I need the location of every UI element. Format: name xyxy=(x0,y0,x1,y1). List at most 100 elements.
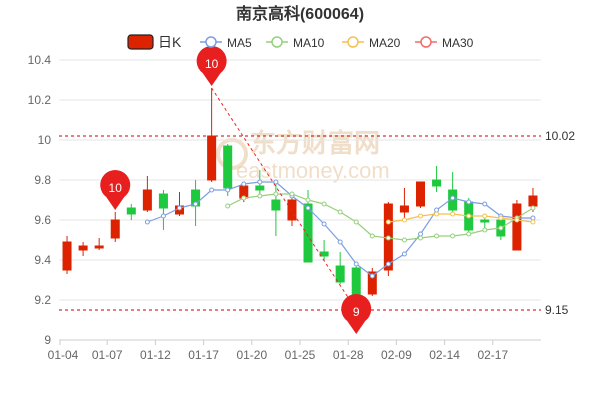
x-tick-label: 01-04 xyxy=(48,348,79,362)
candle xyxy=(110,212,120,242)
legend-label: MA10 xyxy=(293,36,325,50)
ma-point xyxy=(401,237,407,243)
x-tick-label: 01-07 xyxy=(92,348,123,362)
moving-average-lines xyxy=(144,179,536,279)
ma-point xyxy=(482,227,488,233)
candle xyxy=(142,176,152,212)
ma-point xyxy=(401,251,407,257)
x-tick-label: 02-14 xyxy=(429,348,460,362)
x-tick-label: 01-20 xyxy=(236,348,267,362)
candle-body xyxy=(415,181,426,207)
ma-point xyxy=(418,231,423,237)
candle-body xyxy=(432,179,442,187)
legend-point-swatch xyxy=(420,36,432,48)
candle-body xyxy=(512,203,522,251)
candle-body xyxy=(142,189,152,211)
legend-item: MA20 xyxy=(342,36,401,50)
legend-candle-swatch xyxy=(127,34,154,50)
legend-point-swatch xyxy=(205,36,217,48)
marker-label: 10 xyxy=(205,57,219,71)
x-tick-label: 01-28 xyxy=(333,348,364,362)
ma-point xyxy=(514,217,520,223)
candle xyxy=(399,188,409,218)
x-axis-ticks: 01-04 01-07 01-12 01-17 01-20 01-25 01-28 02-09… xyxy=(48,340,508,362)
trend-lines xyxy=(211,87,357,311)
candle xyxy=(126,204,136,220)
y-tick-label: 9.4 xyxy=(34,253,51,267)
ma-point xyxy=(450,195,456,201)
x-tick-label: 02-17 xyxy=(477,348,508,362)
ma-point xyxy=(466,231,472,237)
ma-point xyxy=(385,235,391,241)
marker-pin xyxy=(196,46,227,86)
ma-point xyxy=(209,187,215,193)
candle-body xyxy=(271,199,281,211)
y-tick-label: 10.4 xyxy=(28,53,52,67)
reference-line-label: 9.15 xyxy=(545,303,569,317)
ma-series xyxy=(144,179,536,279)
ma-point xyxy=(321,201,327,207)
marker-label: 10 xyxy=(109,181,123,195)
legend-item: MA5 xyxy=(200,36,252,50)
legend: 日K MA5 MA10 MA20 MA30 xyxy=(127,34,474,50)
candle xyxy=(174,192,185,216)
ma-point xyxy=(321,221,327,227)
ma-point xyxy=(353,261,359,267)
candle-body xyxy=(207,135,217,181)
candle-body xyxy=(367,271,377,295)
ma-point xyxy=(144,219,150,225)
y-tick-label: 9.6 xyxy=(34,213,51,227)
marker-pin xyxy=(100,170,131,210)
y-tick-label: 10.2 xyxy=(28,93,52,107)
ma-point xyxy=(305,197,311,203)
ma-point xyxy=(193,201,199,207)
legend-point-swatch xyxy=(271,36,283,48)
ma-point xyxy=(273,191,279,197)
candle-body xyxy=(94,245,104,249)
ma-point xyxy=(289,191,295,197)
trend-line xyxy=(211,87,357,311)
y-tick-label: 9.2 xyxy=(34,293,51,307)
candle-body xyxy=(223,145,233,189)
ma-point xyxy=(353,219,359,225)
candle xyxy=(62,236,72,274)
watermark-brand-cn: 东方财富网 xyxy=(250,128,380,158)
legend-label: MA5 xyxy=(227,36,252,50)
x-tick-label: 01-25 xyxy=(285,348,316,362)
x-tick-label: 02-09 xyxy=(381,348,412,362)
candle-body xyxy=(480,219,490,223)
ma-point xyxy=(466,213,472,219)
ma-point xyxy=(241,195,247,201)
ma-point xyxy=(466,199,472,205)
candle-body xyxy=(255,185,265,191)
watermark: 东方财富网 eastmoney.com xyxy=(216,128,390,183)
price-markers: 10 10 9 xyxy=(100,46,372,334)
reference-line-label: 10.02 xyxy=(545,129,575,143)
candle xyxy=(512,200,522,251)
ma-point xyxy=(498,225,504,231)
ma-point xyxy=(160,213,166,219)
ma-point xyxy=(337,209,343,215)
legend-point-swatch xyxy=(347,36,359,48)
candle-body xyxy=(303,203,313,263)
candle xyxy=(335,252,345,284)
ma-point xyxy=(305,205,311,211)
candle-body xyxy=(319,251,329,257)
candle-body xyxy=(158,193,168,209)
x-tick-label: 01-12 xyxy=(140,348,171,362)
ma-point xyxy=(177,205,182,211)
ma-point xyxy=(385,261,391,267)
candle-body xyxy=(399,205,409,213)
ma-point xyxy=(450,233,456,239)
ma-point xyxy=(530,215,536,221)
candle-body xyxy=(528,195,538,207)
ma-point xyxy=(498,215,504,221)
legend-label: MA20 xyxy=(369,36,401,50)
watermark-brand-en: eastmoney.com xyxy=(236,158,390,183)
ma-point xyxy=(385,219,391,225)
ma-line xyxy=(388,213,534,223)
candle xyxy=(287,194,297,226)
marker-pin xyxy=(341,294,372,334)
ma-point xyxy=(434,207,440,213)
